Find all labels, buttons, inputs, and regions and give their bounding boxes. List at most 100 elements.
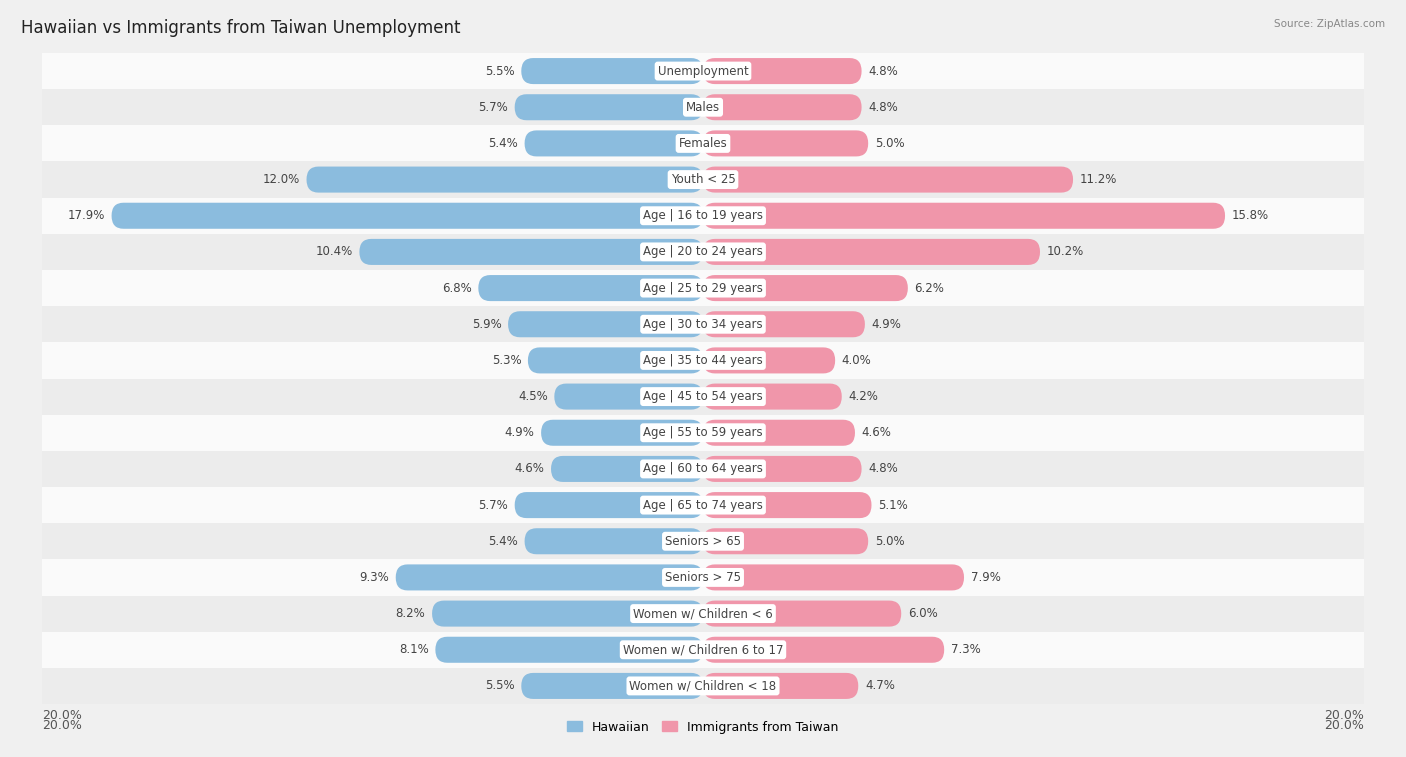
FancyBboxPatch shape (478, 275, 703, 301)
FancyBboxPatch shape (42, 161, 1364, 198)
FancyBboxPatch shape (42, 53, 1364, 89)
Text: Age | 35 to 44 years: Age | 35 to 44 years (643, 354, 763, 367)
Text: 20.0%: 20.0% (1324, 718, 1364, 732)
Text: Women w/ Children < 6: Women w/ Children < 6 (633, 607, 773, 620)
FancyBboxPatch shape (42, 415, 1364, 451)
Text: 4.9%: 4.9% (872, 318, 901, 331)
FancyBboxPatch shape (42, 523, 1364, 559)
Text: 11.2%: 11.2% (1080, 173, 1116, 186)
FancyBboxPatch shape (703, 673, 858, 699)
Text: 8.1%: 8.1% (399, 643, 429, 656)
FancyBboxPatch shape (703, 203, 1225, 229)
Text: 4.6%: 4.6% (515, 463, 544, 475)
FancyBboxPatch shape (508, 311, 703, 338)
Text: Age | 25 to 29 years: Age | 25 to 29 years (643, 282, 763, 294)
FancyBboxPatch shape (360, 239, 703, 265)
FancyBboxPatch shape (42, 306, 1364, 342)
FancyBboxPatch shape (395, 565, 703, 590)
Text: 5.7%: 5.7% (478, 499, 508, 512)
Text: 5.4%: 5.4% (488, 534, 517, 548)
Text: 20.0%: 20.0% (42, 718, 82, 732)
Text: Age | 30 to 34 years: Age | 30 to 34 years (643, 318, 763, 331)
FancyBboxPatch shape (436, 637, 703, 663)
FancyBboxPatch shape (42, 596, 1364, 631)
FancyBboxPatch shape (541, 419, 703, 446)
FancyBboxPatch shape (522, 673, 703, 699)
FancyBboxPatch shape (42, 198, 1364, 234)
Text: 6.8%: 6.8% (441, 282, 471, 294)
FancyBboxPatch shape (703, 58, 862, 84)
Text: 20.0%: 20.0% (42, 709, 82, 722)
Text: 5.0%: 5.0% (875, 534, 904, 548)
Text: 8.2%: 8.2% (395, 607, 426, 620)
FancyBboxPatch shape (42, 342, 1364, 378)
Text: Age | 45 to 54 years: Age | 45 to 54 years (643, 390, 763, 403)
Text: 4.7%: 4.7% (865, 680, 894, 693)
FancyBboxPatch shape (703, 94, 862, 120)
FancyBboxPatch shape (42, 234, 1364, 270)
FancyBboxPatch shape (42, 559, 1364, 596)
FancyBboxPatch shape (432, 600, 703, 627)
Text: 10.4%: 10.4% (315, 245, 353, 258)
Text: Age | 65 to 74 years: Age | 65 to 74 years (643, 499, 763, 512)
FancyBboxPatch shape (307, 167, 703, 192)
FancyBboxPatch shape (551, 456, 703, 482)
Text: 20.0%: 20.0% (1324, 709, 1364, 722)
FancyBboxPatch shape (554, 384, 703, 410)
FancyBboxPatch shape (703, 384, 842, 410)
FancyBboxPatch shape (42, 89, 1364, 126)
FancyBboxPatch shape (42, 631, 1364, 668)
Text: Seniors > 65: Seniors > 65 (665, 534, 741, 548)
FancyBboxPatch shape (524, 130, 703, 157)
Text: 5.9%: 5.9% (471, 318, 502, 331)
Text: Women w/ Children < 18: Women w/ Children < 18 (630, 680, 776, 693)
FancyBboxPatch shape (42, 270, 1364, 306)
Text: 4.8%: 4.8% (868, 101, 898, 114)
Text: 5.5%: 5.5% (485, 680, 515, 693)
FancyBboxPatch shape (703, 456, 862, 482)
FancyBboxPatch shape (522, 58, 703, 84)
Text: 5.0%: 5.0% (875, 137, 904, 150)
Text: 5.3%: 5.3% (492, 354, 522, 367)
FancyBboxPatch shape (703, 419, 855, 446)
FancyBboxPatch shape (703, 600, 901, 627)
Text: Unemployment: Unemployment (658, 64, 748, 77)
Text: 6.2%: 6.2% (914, 282, 945, 294)
FancyBboxPatch shape (42, 378, 1364, 415)
FancyBboxPatch shape (42, 126, 1364, 161)
Text: 4.6%: 4.6% (862, 426, 891, 439)
Text: 5.7%: 5.7% (478, 101, 508, 114)
FancyBboxPatch shape (703, 130, 868, 157)
FancyBboxPatch shape (703, 528, 868, 554)
FancyBboxPatch shape (515, 492, 703, 518)
Text: 4.8%: 4.8% (868, 463, 898, 475)
Text: Age | 55 to 59 years: Age | 55 to 59 years (643, 426, 763, 439)
Text: 4.2%: 4.2% (848, 390, 879, 403)
Text: 4.0%: 4.0% (842, 354, 872, 367)
FancyBboxPatch shape (703, 239, 1040, 265)
Text: 5.4%: 5.4% (488, 137, 517, 150)
FancyBboxPatch shape (703, 565, 965, 590)
FancyBboxPatch shape (703, 637, 945, 663)
Text: Females: Females (679, 137, 727, 150)
FancyBboxPatch shape (703, 167, 1073, 192)
FancyBboxPatch shape (524, 528, 703, 554)
Text: 12.0%: 12.0% (263, 173, 299, 186)
Text: Age | 16 to 19 years: Age | 16 to 19 years (643, 209, 763, 223)
Text: 17.9%: 17.9% (67, 209, 105, 223)
Text: Seniors > 75: Seniors > 75 (665, 571, 741, 584)
FancyBboxPatch shape (703, 275, 908, 301)
Text: Source: ZipAtlas.com: Source: ZipAtlas.com (1274, 19, 1385, 29)
FancyBboxPatch shape (515, 94, 703, 120)
Text: 5.5%: 5.5% (485, 64, 515, 77)
Text: 15.8%: 15.8% (1232, 209, 1268, 223)
Text: 5.1%: 5.1% (879, 499, 908, 512)
Text: Youth < 25: Youth < 25 (671, 173, 735, 186)
Text: Women w/ Children 6 to 17: Women w/ Children 6 to 17 (623, 643, 783, 656)
FancyBboxPatch shape (42, 451, 1364, 487)
FancyBboxPatch shape (111, 203, 703, 229)
FancyBboxPatch shape (703, 311, 865, 338)
Text: 9.3%: 9.3% (360, 571, 389, 584)
Text: 4.8%: 4.8% (868, 64, 898, 77)
Legend: Hawaiian, Immigrants from Taiwan: Hawaiian, Immigrants from Taiwan (567, 721, 839, 734)
